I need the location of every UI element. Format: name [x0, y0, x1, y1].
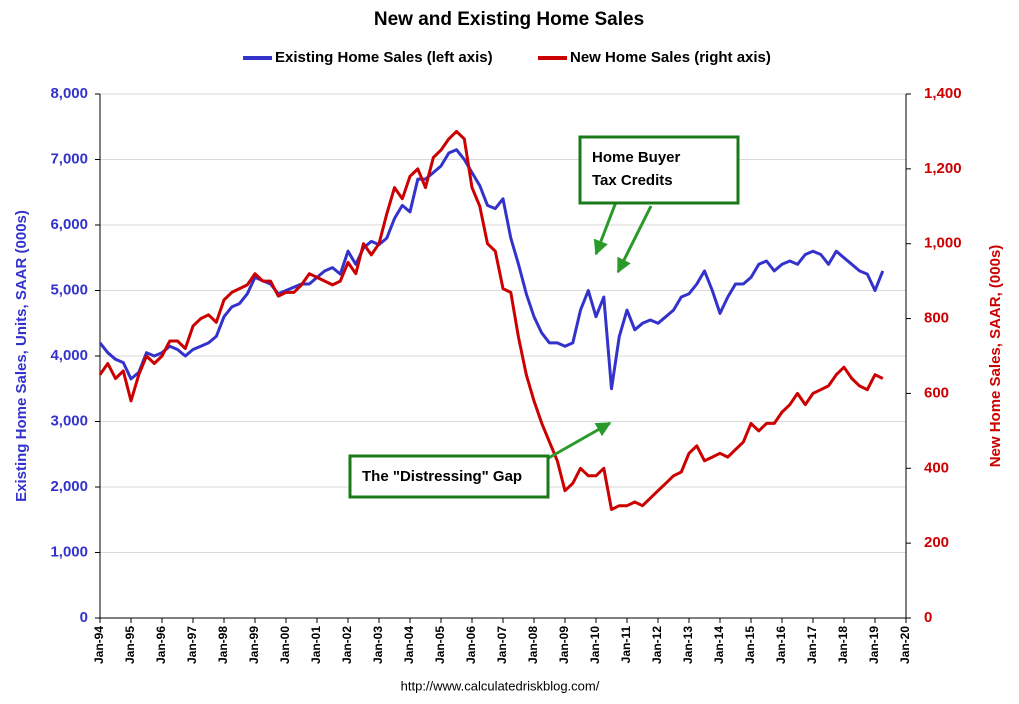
x-tick-label: Jan-07 [495, 626, 509, 664]
arrow [593, 201, 618, 256]
x-tick-label: Jan-13 [681, 626, 695, 664]
y2-tick-label: 400 [924, 459, 949, 476]
y-tick-label: 0 [80, 609, 88, 626]
x-tick-label: Jan-10 [588, 626, 602, 664]
y-tick-label: 7,000 [50, 150, 88, 167]
x-tick-label: Jan-20 [898, 626, 912, 664]
x-tick-label: Jan-95 [123, 626, 137, 664]
x-tick-label: Jan-94 [92, 626, 106, 664]
y-tick-label: 2,000 [50, 478, 88, 495]
x-tick-label: Jan-97 [185, 626, 199, 664]
annotation-text: Home Buyer [592, 149, 681, 166]
chart-title: New and Existing Home Sales [374, 9, 644, 30]
y-tick-label: 1,000 [50, 543, 88, 560]
arrow [544, 421, 612, 462]
x-tick-label: Jan-99 [247, 626, 261, 664]
x-tick-label: Jan-11 [619, 626, 633, 664]
series-line [98, 148, 885, 391]
x-tick-label: Jan-98 [216, 626, 230, 664]
annotation-box [578, 135, 740, 205]
y-tick-label: 3,000 [50, 412, 88, 429]
annotation-box [348, 454, 550, 499]
x-tick-label: Jan-19 [867, 626, 881, 664]
x-tick-label: Jan-18 [836, 626, 850, 664]
x-tick-label: Jan-02 [340, 626, 354, 664]
annotations: Home Buyer Tax Credits The "Distressing"… [348, 135, 740, 499]
annotation-text: The "Distressing" Gap [362, 468, 522, 485]
x-tick-label: Jan-15 [743, 626, 757, 664]
y2-tick-label: 200 [924, 534, 949, 551]
x-tick-label: Jan-17 [805, 626, 819, 664]
y-tick-label: 4,000 [50, 347, 88, 364]
legend-label: New Home Sales (right axis) [570, 49, 771, 66]
y-tick-label: 8,000 [50, 85, 88, 102]
x-tick-label: Jan-96 [154, 626, 168, 664]
x-tick-label: Jan-16 [774, 626, 788, 664]
y2-axis-label: New Home Sales, SAAR, (000s) [987, 245, 1004, 468]
y2-tick-label: 0 [924, 609, 932, 626]
y-tick-label: 5,000 [50, 281, 88, 298]
x-tick-label: Jan-06 [464, 626, 478, 664]
x-tick-label: Jan-00 [278, 626, 292, 664]
y-tick-label: 6,000 [50, 216, 88, 233]
y2-tick-label: 1,000 [924, 235, 962, 252]
x-tick-label: Jan-01 [309, 626, 323, 664]
x-tick-label: Jan-03 [371, 626, 385, 664]
y2-tick-label: 600 [924, 384, 949, 401]
x-tick-label: Jan-04 [402, 626, 416, 664]
x-tick-label: Jan-14 [712, 626, 726, 664]
y2-tick-label: 1,200 [924, 160, 962, 177]
x-tick-label: Jan-09 [557, 626, 571, 664]
y2-tick-label: 1,400 [924, 85, 962, 102]
y-axis-label: Existing Home Sales, Units, SAAR (000s) [13, 210, 30, 502]
source: http://www.calculatedriskblog.com/ [401, 678, 600, 693]
arrow [616, 205, 653, 274]
x-tick-label: Jan-12 [650, 626, 664, 664]
y2-tick-label: 800 [924, 310, 949, 327]
plot-area: 0 1,000 2,000 3,000 4,000 5,000 6,000 7,000 8,00… [50, 85, 961, 664]
x-tick-label: Jan-08 [526, 626, 540, 664]
series-line [98, 129, 884, 511]
annotation-text: Tax Credits [592, 172, 673, 189]
legend-label: Existing Home Sales (left axis) [275, 49, 493, 66]
x-tick-label: Jan-05 [433, 626, 447, 664]
